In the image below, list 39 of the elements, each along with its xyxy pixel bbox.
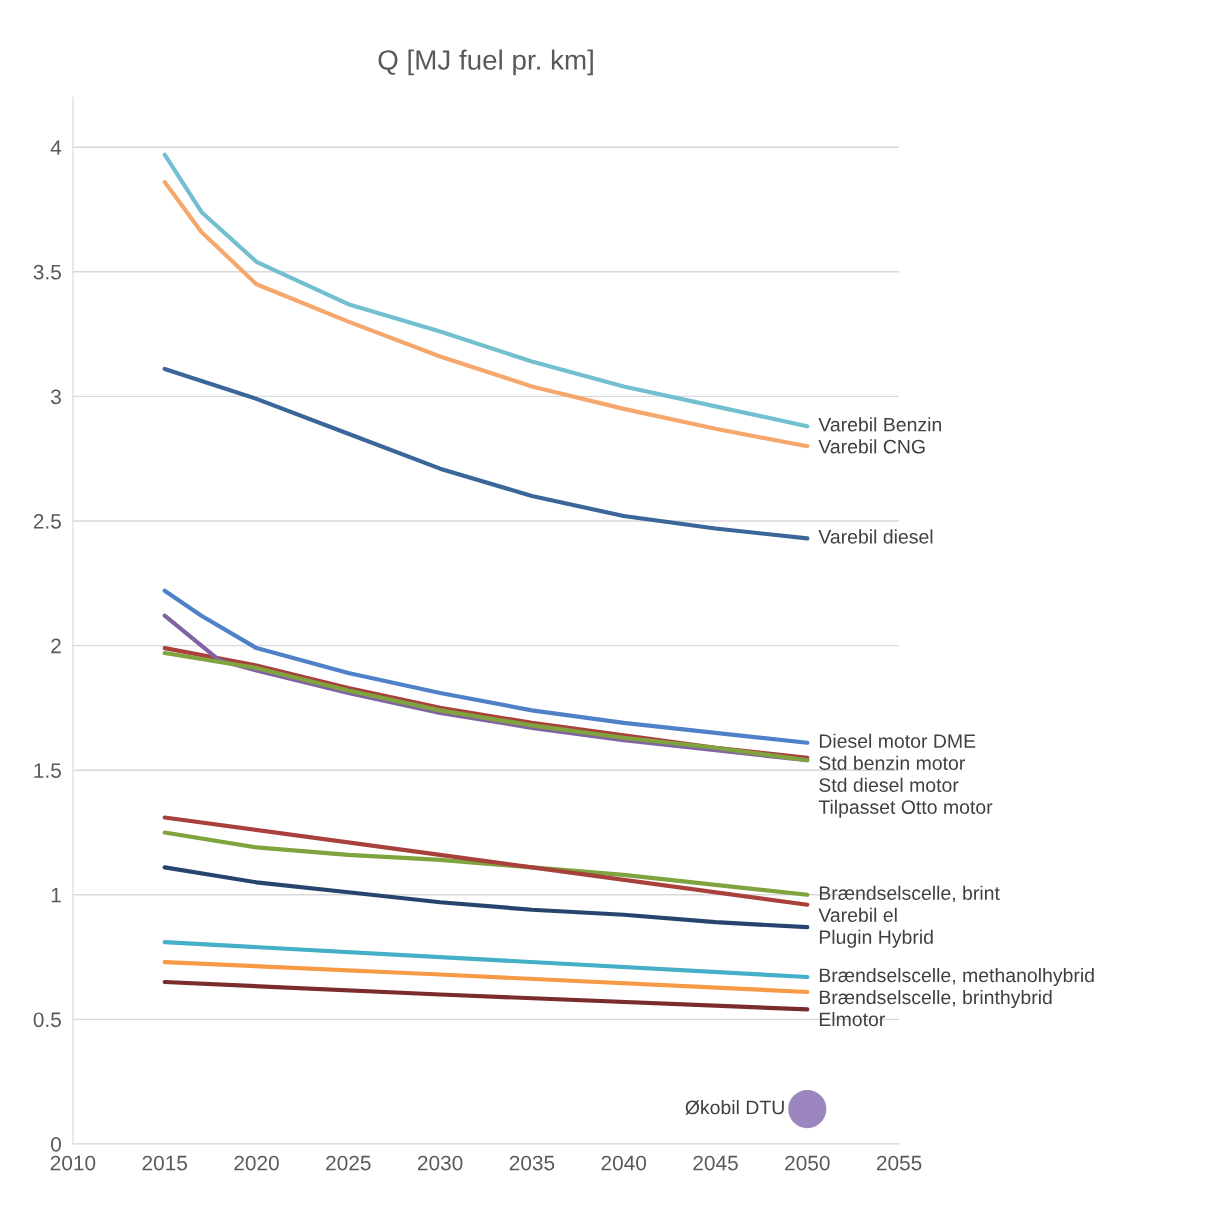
x-tick-label: 2020: [234, 1155, 279, 1171]
y-tick-label: 4: [50, 140, 62, 155]
y-tick-label: 1.5: [34, 763, 61, 778]
series-label: Brændselscelle, brint: [819, 885, 1000, 903]
y-tick-label: 1: [51, 888, 61, 903]
x-tick-label: 2045: [693, 1155, 738, 1171]
series-label: Økobil DTU: [685, 1100, 784, 1115]
series-label: Brændselscelle, methanolhybrid: [819, 967, 1094, 987]
y-tick-label: 0.5: [33, 1012, 61, 1028]
x-tick-label: 2035: [509, 1155, 555, 1171]
series-label: Plugin Hybrid: [819, 929, 933, 948]
series-label: Diesel motor DME: [819, 733, 976, 748]
y-tick-label: 2.5: [33, 513, 61, 529]
series-label: Varebil diesel: [818, 529, 933, 544]
line-series: [162, 152, 810, 429]
series-label: Std benzin motor: [819, 755, 965, 770]
x-tick-label: 2040: [601, 1155, 647, 1171]
y-tick-label: 3: [51, 389, 61, 405]
series-label: Varebil Benzin: [818, 417, 941, 432]
line-series: [162, 180, 810, 449]
x-tick-label: 2030: [417, 1155, 463, 1171]
series-label: Brændselscelle, brinthybrid: [819, 989, 1052, 1009]
y-tick-label: 0: [51, 1136, 61, 1152]
x-tick-label: 2055: [876, 1155, 922, 1171]
chart-title: Q [MJ fuel pr. km]: [378, 49, 593, 76]
y-tick-label: 3.5: [33, 264, 61, 280]
line-series: [162, 588, 810, 745]
text: Tilpasset Otto motor: [818, 799, 993, 818]
series-label: Elmotor: [819, 1011, 885, 1027]
y-tick-label: 2: [51, 638, 61, 654]
series-label: Std diesel motor: [819, 777, 959, 792]
x-tick-label: 2015: [142, 1155, 187, 1171]
x-tick-label: 2050: [785, 1155, 830, 1171]
series-label: Varebil el: [818, 907, 897, 922]
series-label: Varebil CNG: [818, 439, 925, 454]
x-tick-label: 2025: [326, 1155, 371, 1171]
line-series: [162, 865, 810, 930]
line-series: [162, 366, 810, 541]
x-tick-label: 2010: [50, 1155, 96, 1171]
